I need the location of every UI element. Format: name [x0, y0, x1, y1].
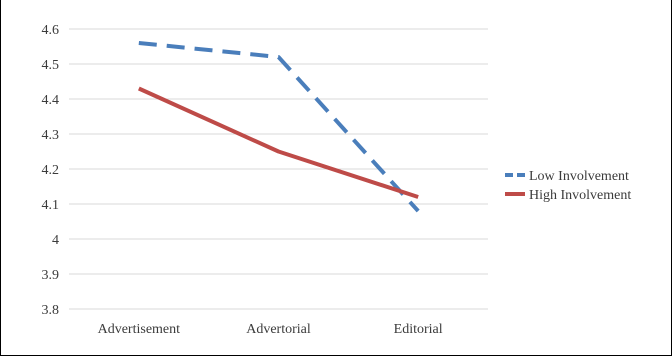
- legend: Low Involvement High Involvement: [505, 169, 631, 203]
- y-tick-label: 4.6: [42, 23, 60, 38]
- y-tick-label: 3.8: [42, 303, 60, 318]
- y-tick-label: 4.3: [42, 128, 60, 143]
- x-tick-label: Editorial: [394, 322, 443, 337]
- series-line-low-involvement: [138, 41, 420, 213]
- series-lines: [138, 41, 420, 213]
- y-tick-label: 3.9: [42, 268, 60, 283]
- gridlines: [69, 28, 488, 310]
- y-axis: 3.8 3.9 4 4.1 4.2 4.3 4.4 4.5 4.6: [42, 23, 60, 318]
- y-tick-label: 4.4: [42, 93, 60, 108]
- legend-label: Low Involvement: [529, 169, 629, 184]
- x-tick-label: Advertorial: [246, 322, 311, 337]
- series-line-high-involvement: [138, 86, 419, 199]
- y-tick-label: 4.5: [42, 58, 60, 73]
- y-tick-label: 4: [52, 233, 59, 248]
- y-tick-label: 4.2: [42, 163, 60, 178]
- y-tick-label: 4.1: [42, 198, 60, 213]
- x-tick-label: Advertisement: [98, 322, 181, 337]
- legend-label: High Involvement: [529, 188, 631, 203]
- x-axis: Advertisement Advertorial Editorial: [98, 322, 443, 337]
